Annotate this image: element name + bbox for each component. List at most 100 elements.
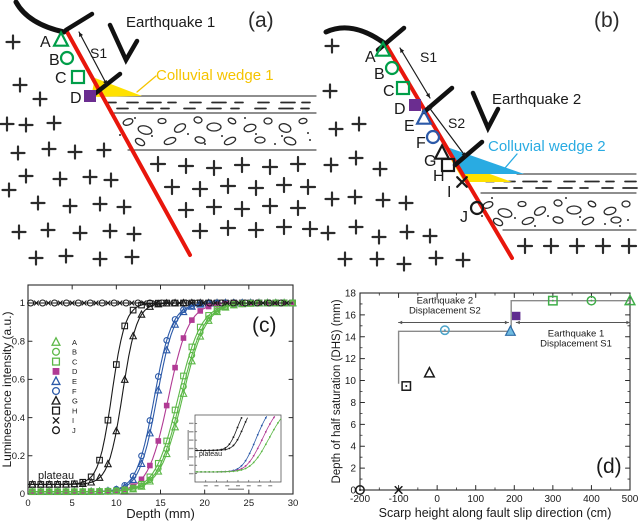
strata-layers-b <box>480 173 638 231</box>
earthquake-2-label: Earthquake 2 <box>492 91 581 108</box>
d-y-tick-label: 14 <box>345 332 357 343</box>
d-x-tick-label: 300 <box>545 494 562 505</box>
slip-s1-label-a: S1 <box>90 45 107 61</box>
d-point-A <box>623 293 637 306</box>
sample-I-b: I <box>447 176 468 201</box>
sample-letter-I: I <box>447 184 451 201</box>
wedge-1-leader-line <box>136 75 157 93</box>
c-legend-label-I: I <box>72 416 74 425</box>
d-point-B <box>586 295 597 306</box>
earthquake-1-event-symbol <box>107 22 140 65</box>
earthquake-2-event-symbol <box>470 90 501 134</box>
d-x-tick-label: 100 <box>467 494 484 505</box>
d-y-tick-label: 4 <box>350 442 356 453</box>
c-legend-label-E: E <box>72 377 77 386</box>
sample-H-b: H <box>433 157 456 185</box>
panel-b-tag: (b) <box>594 9 620 32</box>
d-point-D <box>512 311 521 321</box>
c-x-tick-label: 5 <box>70 498 75 509</box>
d-y-tick-label: 2 <box>350 464 356 475</box>
d-annotation-line2: Displacement S1 <box>540 339 612 350</box>
colluvial-wedge-2-label: Colluvial wedge 2 <box>488 138 606 155</box>
c-x-tick-label: 15 <box>155 498 166 509</box>
c-series-I <box>28 300 293 306</box>
d-point-C <box>547 295 558 306</box>
d-x-tick-label: 0 <box>434 494 440 505</box>
c-x-tick-label: 0 <box>25 498 30 509</box>
c-y-axis-label: Luminescence intensity (a.u.) <box>0 311 14 467</box>
scarp-base-tick-a2 <box>89 71 123 99</box>
d-y-tick-label: 8 <box>350 398 356 409</box>
c-inset: plateau <box>187 414 282 490</box>
sample-G-b: G <box>424 143 451 170</box>
sample-C-a: C <box>55 69 86 87</box>
c-legend-label-G: G <box>72 397 78 406</box>
sample-A-b: A <box>365 40 392 66</box>
axes-d: -200 -100 0 100 200 300 400 500 0 2 4 6 8 10 12 14 16 18 S… <box>331 289 639 521</box>
d-y-tick-label: 6 <box>350 420 356 431</box>
fault-line-b <box>383 41 514 260</box>
sample-E-b: E <box>404 108 433 135</box>
colluvial-wedge-1-label: Colluvial wedge 1 <box>156 67 274 84</box>
sample-letter-B: B <box>49 52 60 69</box>
d-x-axis-label: Scarp height along fault slip direction … <box>379 506 612 520</box>
c-x-tick-label: 30 <box>288 498 299 509</box>
panel-c-chart: 0 5 10 15 20 25 30 0 0.2 0.4 0.6 0.8 1 Depth (mm) Lumi… <box>0 284 299 521</box>
sample-C-b: C <box>383 80 411 100</box>
c-series-A <box>28 298 297 495</box>
sample-J-b: J <box>460 200 485 226</box>
d-annotation-line1: Earthquake 1 <box>548 329 605 340</box>
sample-letter-A: A <box>40 34 51 51</box>
bedrock-plus-symbols-a <box>0 34 319 267</box>
d-point-F <box>439 325 450 336</box>
sample-letter-D: D <box>394 101 406 118</box>
sample-letter-C: C <box>55 70 67 87</box>
sample-letter-A: A <box>365 49 376 66</box>
d-annotation-line1: Earthquake 2 <box>417 296 474 307</box>
c-x-axis-label: Depth (mm) <box>126 506 195 521</box>
panel-d-art: -200 -100 0 100 200 300 400 500 0 2 4 6 8 10 12 14 16 18 S… <box>331 289 639 521</box>
d-y-tick-label: 16 <box>345 310 357 321</box>
panel-c-art: 0 5 10 15 20 25 30 0 0.2 0.4 0.6 0.8 1 Depth (mm) Lumi… <box>0 284 299 521</box>
scarp-tick-b2 <box>421 85 455 115</box>
axes-c: 0 5 10 15 20 25 30 0 0.2 0.4 0.6 0.8 1 Depth (mm) Lumi… <box>0 284 299 521</box>
d-point-H <box>401 381 412 391</box>
earthquake-1-label: Earthquake 1 <box>126 14 215 31</box>
panel-c-tag: (c) <box>252 314 277 337</box>
d-point-E <box>504 324 517 336</box>
d-x-tick-label: -200 <box>350 494 370 505</box>
d-point-G <box>423 366 436 378</box>
d-y-axis-label: Depth of half saturation (DHS) (mm) <box>331 299 343 483</box>
c-x-tick-label: 20 <box>199 498 210 509</box>
sample-letter-B: B <box>374 66 385 83</box>
scarp-tick-b1 <box>375 25 407 53</box>
panel-d-tag: (d) <box>596 455 622 478</box>
scarp-tick-b3 <box>452 139 485 168</box>
s2-displacement-arrow-b <box>427 105 467 158</box>
sample-letter-D: D <box>70 90 82 107</box>
d-y-tick-label: 12 <box>345 354 357 365</box>
bedrock-plus-symbols-b <box>320 38 638 272</box>
s1-displacement-arrow-a <box>78 31 108 86</box>
c-legend-label-C: C <box>72 357 78 366</box>
c-y-tick-label: 0.2 <box>12 451 25 462</box>
c-y-tick-label: 0.6 <box>12 375 25 386</box>
d-x-tick-label: 400 <box>583 494 600 505</box>
sample-letter-J: J <box>460 209 468 226</box>
sample-letter-F: F <box>416 135 426 152</box>
colluvial-wedge-1-shape <box>91 78 142 97</box>
panel-d-chart: -200 -100 0 100 200 300 400 500 0 2 4 6 8 10 12 14 16 18 S… <box>331 289 639 521</box>
sample-letter-H: H <box>433 168 445 185</box>
d-point-J <box>355 485 365 495</box>
d-y-tick-label: 18 <box>345 289 357 300</box>
scarp-crest-tick-a1 <box>63 11 95 33</box>
sample-F-b: F <box>416 129 441 152</box>
c-y-tick-label: 0.8 <box>12 336 25 347</box>
sample-letter-G: G <box>424 153 436 170</box>
fault-line-a <box>64 28 192 257</box>
c-legend-label-J: J <box>72 426 76 435</box>
